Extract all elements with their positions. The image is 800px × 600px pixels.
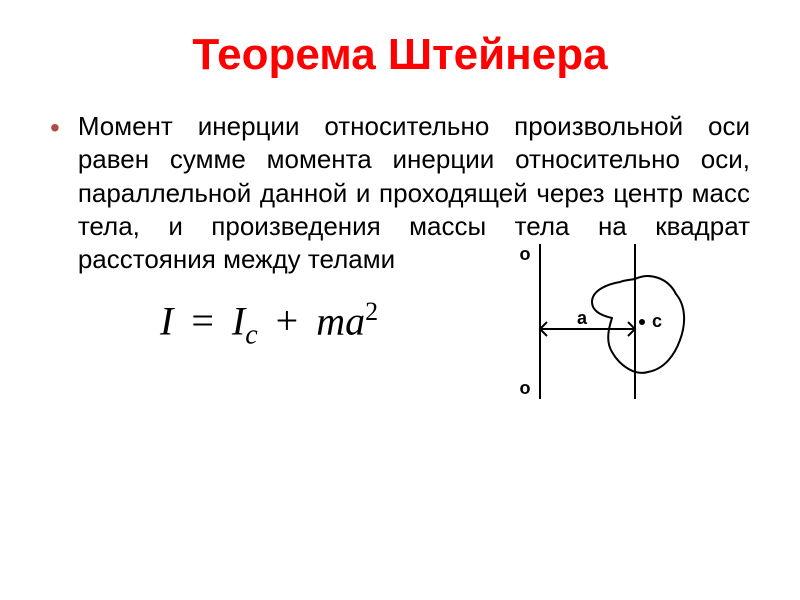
bullet-icon: • — [50, 110, 60, 142]
formula-Ic-base: I — [232, 298, 245, 343]
formula: I = Ic + ma2 — [160, 297, 378, 351]
formula-eq: = — [183, 298, 222, 343]
formula-m: m — [316, 298, 345, 343]
svg-text:o: o — [520, 244, 531, 264]
formula-I: I — [160, 298, 173, 343]
svg-text:o: o — [520, 378, 531, 398]
diagram-svg: o o a c — [500, 244, 690, 399]
formula-plus: + — [268, 298, 307, 343]
formula-a-sup: 2 — [365, 297, 378, 326]
formula-a: a — [345, 298, 365, 343]
svg-text:c: c — [652, 311, 662, 331]
svg-text:a: a — [577, 308, 588, 328]
slide: Теорема Штейнера • Момент инерции относи… — [0, 0, 800, 600]
steiner-diagram: o o a c — [500, 244, 690, 404]
slide-title: Теорема Штейнера — [50, 30, 750, 80]
formula-Ic-sub: c — [245, 319, 257, 350]
